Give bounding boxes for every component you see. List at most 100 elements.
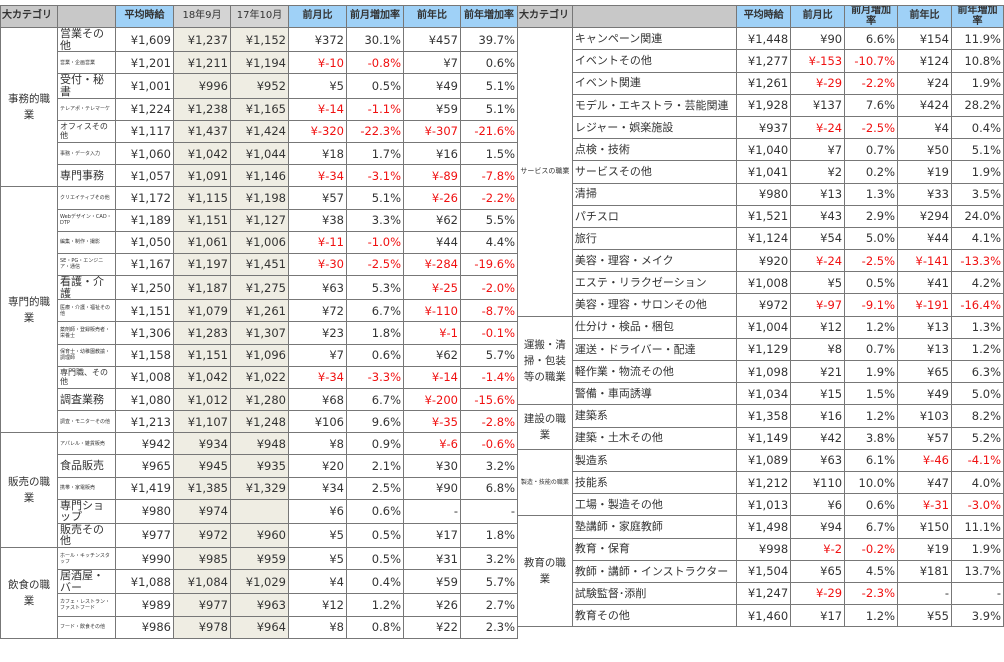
yoy-diff-cell: ¥-6 [403, 432, 461, 456]
yoy-diff-cell: ¥-89 [403, 164, 461, 188]
oct-2017-cell: ¥1,329 [230, 476, 289, 500]
avg-wage-cell: ¥972 [736, 293, 792, 317]
mom-diff-cell: ¥94 [790, 515, 846, 539]
mom-rate-cell: 0.6% [346, 498, 404, 524]
subcategory-cell: 軽作業・物流その他 [571, 359, 738, 384]
category-cell: 建設の職業 [517, 404, 573, 450]
table-row: 試験監督･添削 ¥1,247 ¥-29 -2.3% - - [518, 581, 1004, 606]
yoy-rate-cell: -2.0% [460, 275, 518, 301]
table-row: 旅行 ¥1,124 ¥54 5.0% ¥44 4.1% [518, 226, 1004, 251]
yoy-rate-cell: -2.8% [460, 410, 518, 434]
sep-2018-cell: ¥1,084 [173, 569, 231, 595]
mom-diff-cell: ¥13 [790, 182, 846, 206]
table-row: 事務・データ入力 ¥1,060 ¥1,042 ¥1,044 ¥18 1.7% ¥16 1.5% [1, 141, 518, 166]
mom-diff-cell: ¥38 [288, 208, 347, 232]
mom-rate-cell: 0.6% [844, 493, 899, 517]
oct-2017-cell: ¥1,424 [230, 119, 289, 143]
avg-wage-cell: ¥1,013 [736, 493, 792, 517]
subcategory-cell: 旅行 [571, 226, 738, 251]
mom-diff-cell: ¥372 [288, 27, 347, 53]
yoy-rate-cell: -19.6% [460, 252, 518, 277]
sep-2018-cell: ¥1,012 [173, 387, 231, 412]
avg-wage-cell: ¥1,212 [736, 470, 792, 495]
mom-diff-cell: ¥8 [288, 615, 347, 639]
mom-diff-cell: ¥63 [790, 448, 846, 472]
yoy-diff-cell: ¥31 [403, 547, 461, 571]
oct-2017-cell: ¥1,022 [230, 365, 289, 389]
avg-wage-cell: ¥920 [736, 249, 792, 273]
sep-2018-cell: ¥1,042 [173, 365, 231, 389]
yoy-diff-cell: ¥-200 [403, 387, 461, 412]
subcategory-cell: 建築・土木その他 [571, 426, 738, 450]
yoy-rate-cell: 3.5% [950, 182, 1004, 206]
avg-wage-cell: ¥1,247 [736, 581, 792, 606]
subcategory-cell: 建築系 [571, 404, 738, 428]
avg-wage-cell: ¥1,151 [115, 299, 174, 323]
yoy-rate-cell: 5.0% [950, 382, 1004, 406]
yoy-rate-cell: -8.7% [460, 299, 518, 323]
mom-rate-cell: 3.8% [844, 426, 899, 450]
table-left: 大カテゴリ 平均時給 18年9月 17年10月 前月比 前月増加率 前年比 前年増加率 事務的職… [0, 4, 518, 639]
subcategory-cell: 技能系 [571, 470, 738, 495]
mom-rate-cell: -2.5% [346, 252, 404, 277]
yoy-rate-cell: -3.0% [950, 493, 1004, 517]
avg-wage-cell: ¥1,172 [115, 186, 174, 210]
subcategory-cell: 事務・データ入力 [57, 141, 116, 166]
yoy-diff-cell: ¥50 [897, 138, 952, 162]
yoy-rate-cell: 6.8% [460, 476, 518, 500]
yoy-diff-cell: ¥-14 [403, 365, 461, 389]
yoy-diff-cell: ¥33 [897, 182, 952, 206]
mom-diff-cell: ¥8 [790, 337, 846, 362]
mom-rate-cell: 1.5% [844, 382, 899, 406]
mom-rate-cell: 6.7% [346, 299, 404, 323]
yoy-diff-cell: ¥49 [403, 73, 461, 99]
yoy-rate-cell: 28.2% [950, 93, 1004, 117]
avg-wage-cell: ¥1,277 [736, 49, 792, 73]
avg-wage-cell: ¥1,124 [736, 226, 792, 251]
mom-rate-cell: 1.8% [346, 321, 404, 345]
mom-rate-cell: 0.4% [346, 569, 404, 595]
yoy-rate-cell: 5.1% [950, 138, 1004, 162]
mom-rate-cell: 0.5% [346, 73, 404, 99]
table-row: 営業・企画営業 ¥1,201 ¥1,211 ¥1,194 ¥-10 -0.8% ¥7 0.6% [1, 51, 518, 75]
mom-diff-cell: ¥63 [288, 275, 347, 301]
mom-diff-cell: ¥-97 [790, 293, 846, 317]
yoy-diff-cell: ¥294 [897, 204, 952, 228]
mom-diff-cell: ¥-24 [790, 249, 846, 273]
mom-rate-cell: 0.9% [346, 432, 404, 456]
mom-diff-cell: ¥-14 [288, 97, 347, 121]
sep-2018-cell: ¥934 [173, 432, 231, 456]
mom-diff-cell: ¥6 [288, 498, 347, 524]
mom-diff-cell: ¥-153 [790, 49, 846, 73]
mom-rate-cell: 0.2% [844, 160, 899, 184]
subcategory-cell: 専門ショップ [57, 498, 116, 524]
yoy-rate-cell: - [950, 581, 1004, 606]
mom-rate-cell: 5.0% [844, 226, 899, 251]
avg-wage-cell: ¥1,057 [115, 164, 174, 188]
mom-rate-cell: 0.5% [844, 271, 899, 295]
mom-diff-cell: ¥7 [288, 343, 347, 367]
yoy-rate-cell: 4.4% [460, 230, 518, 254]
sep-2018-cell: ¥978 [173, 615, 231, 639]
category-cell: 飲食の職業 [0, 547, 58, 639]
mom-diff-cell: ¥90 [790, 27, 846, 51]
mom-diff-cell: ¥68 [288, 387, 347, 412]
mom-diff-cell: ¥-29 [790, 71, 846, 95]
yoy-rate-cell: -16.4% [950, 293, 1004, 317]
oct-2017-cell: ¥1,165 [230, 97, 289, 121]
mom-rate-cell: -3.3% [346, 365, 404, 389]
avg-wage-cell: ¥965 [115, 454, 174, 478]
mom-diff-cell: ¥4 [288, 569, 347, 595]
subcategory-cell: オフィスその他 [57, 119, 116, 143]
yoy-rate-cell: 39.7% [460, 27, 518, 53]
mom-rate-cell: -2.5% [844, 115, 899, 140]
mom-rate-cell: 2.1% [346, 454, 404, 478]
avg-wage-cell: ¥1,129 [736, 337, 792, 362]
table-row: 医療・介護・福祉その他 ¥1,151 ¥1,079 ¥1,261 ¥72 6.7% ¥-11… [1, 299, 518, 323]
avg-wage-cell: ¥1,158 [115, 343, 174, 367]
table-row: イベント関連 ¥1,261 ¥-29 -2.2% ¥24 1.9% [518, 71, 1004, 95]
yoy-rate-cell: -15.6% [460, 387, 518, 412]
table-row: 工場・製造その他 ¥1,013 ¥6 0.6% ¥-31 -3.0% [518, 493, 1004, 517]
mom-diff-cell: ¥110 [790, 470, 846, 495]
mom-diff-cell: ¥20 [288, 454, 347, 478]
